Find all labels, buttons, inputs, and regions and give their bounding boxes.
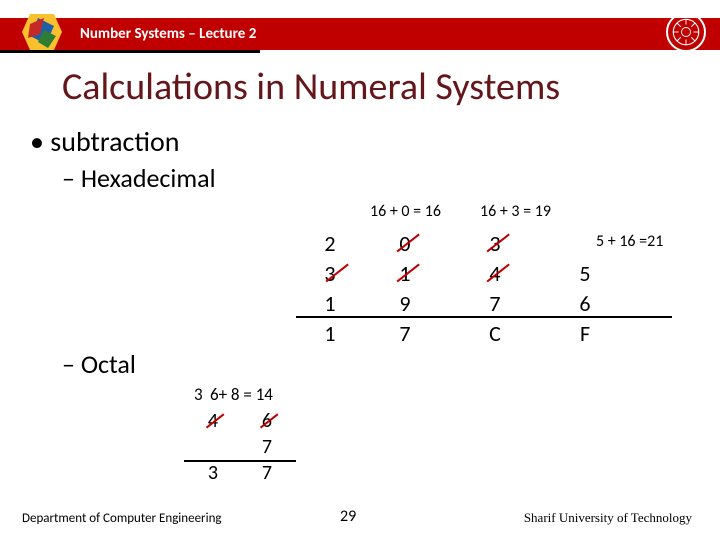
oct-cell: 7 xyxy=(240,435,294,459)
hex-cell: C xyxy=(450,320,540,347)
hex-cell: 0 xyxy=(360,230,450,257)
footer-right: Sharif University of Technology xyxy=(524,510,692,526)
octal-borrow-3: 3 xyxy=(194,384,203,405)
bullet-octal: – Octal xyxy=(62,348,136,380)
hex-cell: 4 xyxy=(450,260,540,287)
hex-eq-2: 16 + 3 = 19 xyxy=(480,202,551,221)
logo-right xyxy=(666,12,706,52)
hex-cell: 3 xyxy=(300,260,360,287)
octal-result-line xyxy=(184,460,296,462)
hex-cell: 5 xyxy=(540,260,630,287)
hex-cell: 6 xyxy=(540,290,630,317)
hex-eq-1: 16 + 0 = 16 xyxy=(370,202,441,221)
hex-cell: 9 xyxy=(360,290,450,317)
hex-cell: 3 xyxy=(450,230,540,257)
page-title: Calculations in Numeral Systems xyxy=(62,64,560,110)
hex-cell: 7 xyxy=(360,320,450,347)
bullet-hexadecimal: – Hexadecimal xyxy=(62,162,216,194)
hex-cell: 7 xyxy=(450,290,540,317)
header-bar: Number Systems – Lecture 2 xyxy=(0,18,720,50)
hex-cell: 2 xyxy=(300,230,360,257)
hex-cell: 1 xyxy=(300,290,360,317)
hex-subtraction-grid: 2 0 3 3 1 4 5 1 9 7 6 1 7 C F xyxy=(300,228,630,348)
hex-cell: 1 xyxy=(300,320,360,347)
footer-slide-number: 29 xyxy=(340,507,356,526)
octal-subtraction-grid: 4 6 7 3 7 xyxy=(186,408,294,486)
hex-cell: 1 xyxy=(360,260,450,287)
bullet-subtraction: • subtraction xyxy=(30,124,179,159)
hex-cell: F xyxy=(540,320,630,347)
footer-left: Department of Computer Engineering xyxy=(22,511,222,526)
hex-result-line xyxy=(296,316,672,318)
oct-cell: 4 xyxy=(186,409,240,433)
oct-cell: 7 xyxy=(240,461,294,485)
oct-cell: 3 xyxy=(186,461,240,485)
header-title: Number Systems – Lecture 2 xyxy=(80,25,256,43)
oct-cell: 6 xyxy=(240,409,294,433)
logo-left xyxy=(18,8,66,56)
octal-eq: 6+ 8 = 14 xyxy=(210,384,273,405)
